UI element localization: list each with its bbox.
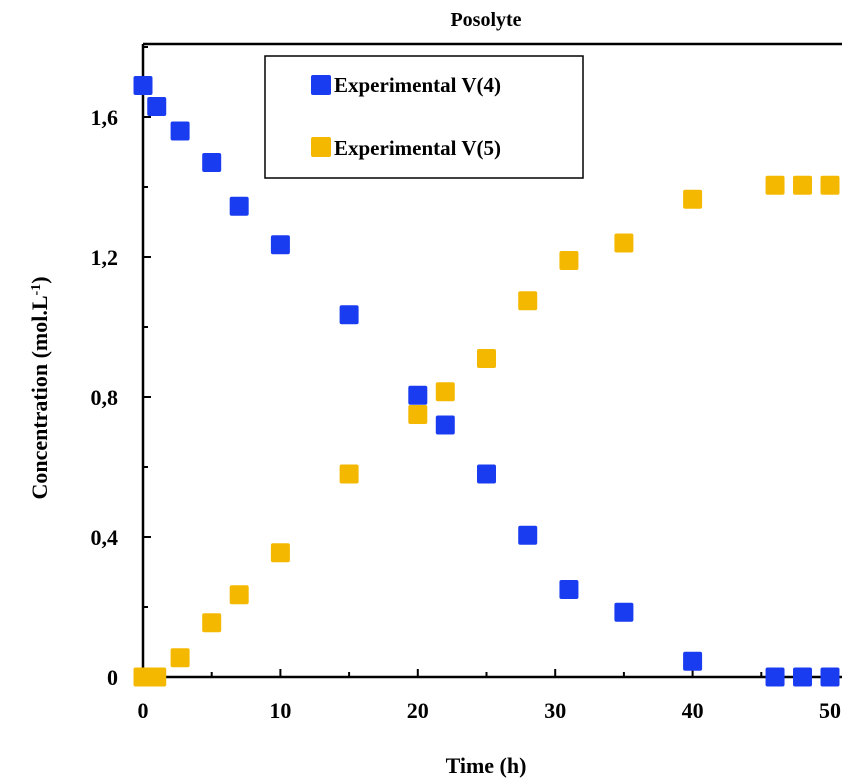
y-tick-label: 0,8 [91, 385, 119, 410]
legend-label-v5: Experimental V(5) [334, 136, 501, 160]
data-point-v5 [270, 543, 290, 563]
data-point-v4 [614, 602, 634, 622]
chart-title: Posolyte [450, 9, 521, 31]
legend-swatch-v5 [311, 137, 331, 157]
y-tick-label: 0,4 [91, 525, 119, 550]
data-point-v4 [270, 235, 290, 255]
x-tick-label: 10 [269, 698, 291, 723]
data-point-v5 [339, 464, 359, 484]
x-tick-label: 20 [407, 698, 429, 723]
data-point-v5 [793, 175, 813, 195]
data-point-v5 [202, 613, 222, 633]
data-point-v4 [133, 76, 153, 95]
data-point-v5 [477, 349, 496, 368]
data-point-v4 [683, 651, 703, 671]
data-point-v4 [435, 415, 455, 435]
y-axis-title-main: Concentration (mol.L [27, 295, 52, 499]
data-point-v4 [765, 667, 785, 687]
legend-swatch-v4 [311, 75, 331, 95]
data-point-v5 [518, 291, 538, 311]
data-point-v4 [170, 121, 190, 141]
data-point-v4 [477, 464, 496, 484]
y-tick-label: 1,2 [91, 245, 119, 270]
data-point-v5 [765, 175, 785, 195]
data-point-v5 [170, 648, 190, 668]
y-axis-title-end: ) [27, 276, 52, 283]
y-tick-label: 0 [107, 665, 118, 690]
series-v4 [133, 76, 840, 687]
data-point-v4 [147, 97, 167, 116]
data-point-v5 [229, 585, 249, 605]
legend-label-v4: Experimental V(4) [334, 73, 501, 97]
data-point-v5 [408, 405, 428, 424]
x-tick-label: 30 [544, 698, 566, 723]
y-axis-title: Concentration (mol.L-1) [27, 276, 52, 499]
data-point-v5 [683, 189, 703, 209]
data-point-v5 [147, 667, 167, 687]
data-point-v5 [614, 233, 634, 253]
data-marks [133, 76, 840, 687]
data-point-v4 [408, 385, 428, 405]
y-axis-title-superscript: -1 [29, 284, 44, 296]
data-point-v4 [518, 525, 538, 545]
data-point-v4 [559, 580, 579, 599]
x-tick-label: 0 [138, 698, 149, 723]
y-tick-label: 1,6 [91, 105, 119, 130]
data-point-v5 [559, 251, 579, 270]
data-point-v4 [820, 667, 840, 687]
x-tick-label: 50 [819, 698, 841, 723]
legend: Experimental V(4) Experimental V(5) [264, 55, 584, 179]
data-point-v4 [339, 305, 359, 325]
data-point-v5 [435, 382, 455, 402]
data-point-v5 [820, 175, 840, 195]
data-point-v4 [202, 153, 222, 172]
data-point-v4 [229, 196, 249, 216]
x-tick-label: 40 [682, 698, 704, 723]
data-point-v4 [793, 667, 813, 687]
x-axis-title: Time (h) [446, 753, 527, 778]
series-v5 [133, 175, 840, 687]
